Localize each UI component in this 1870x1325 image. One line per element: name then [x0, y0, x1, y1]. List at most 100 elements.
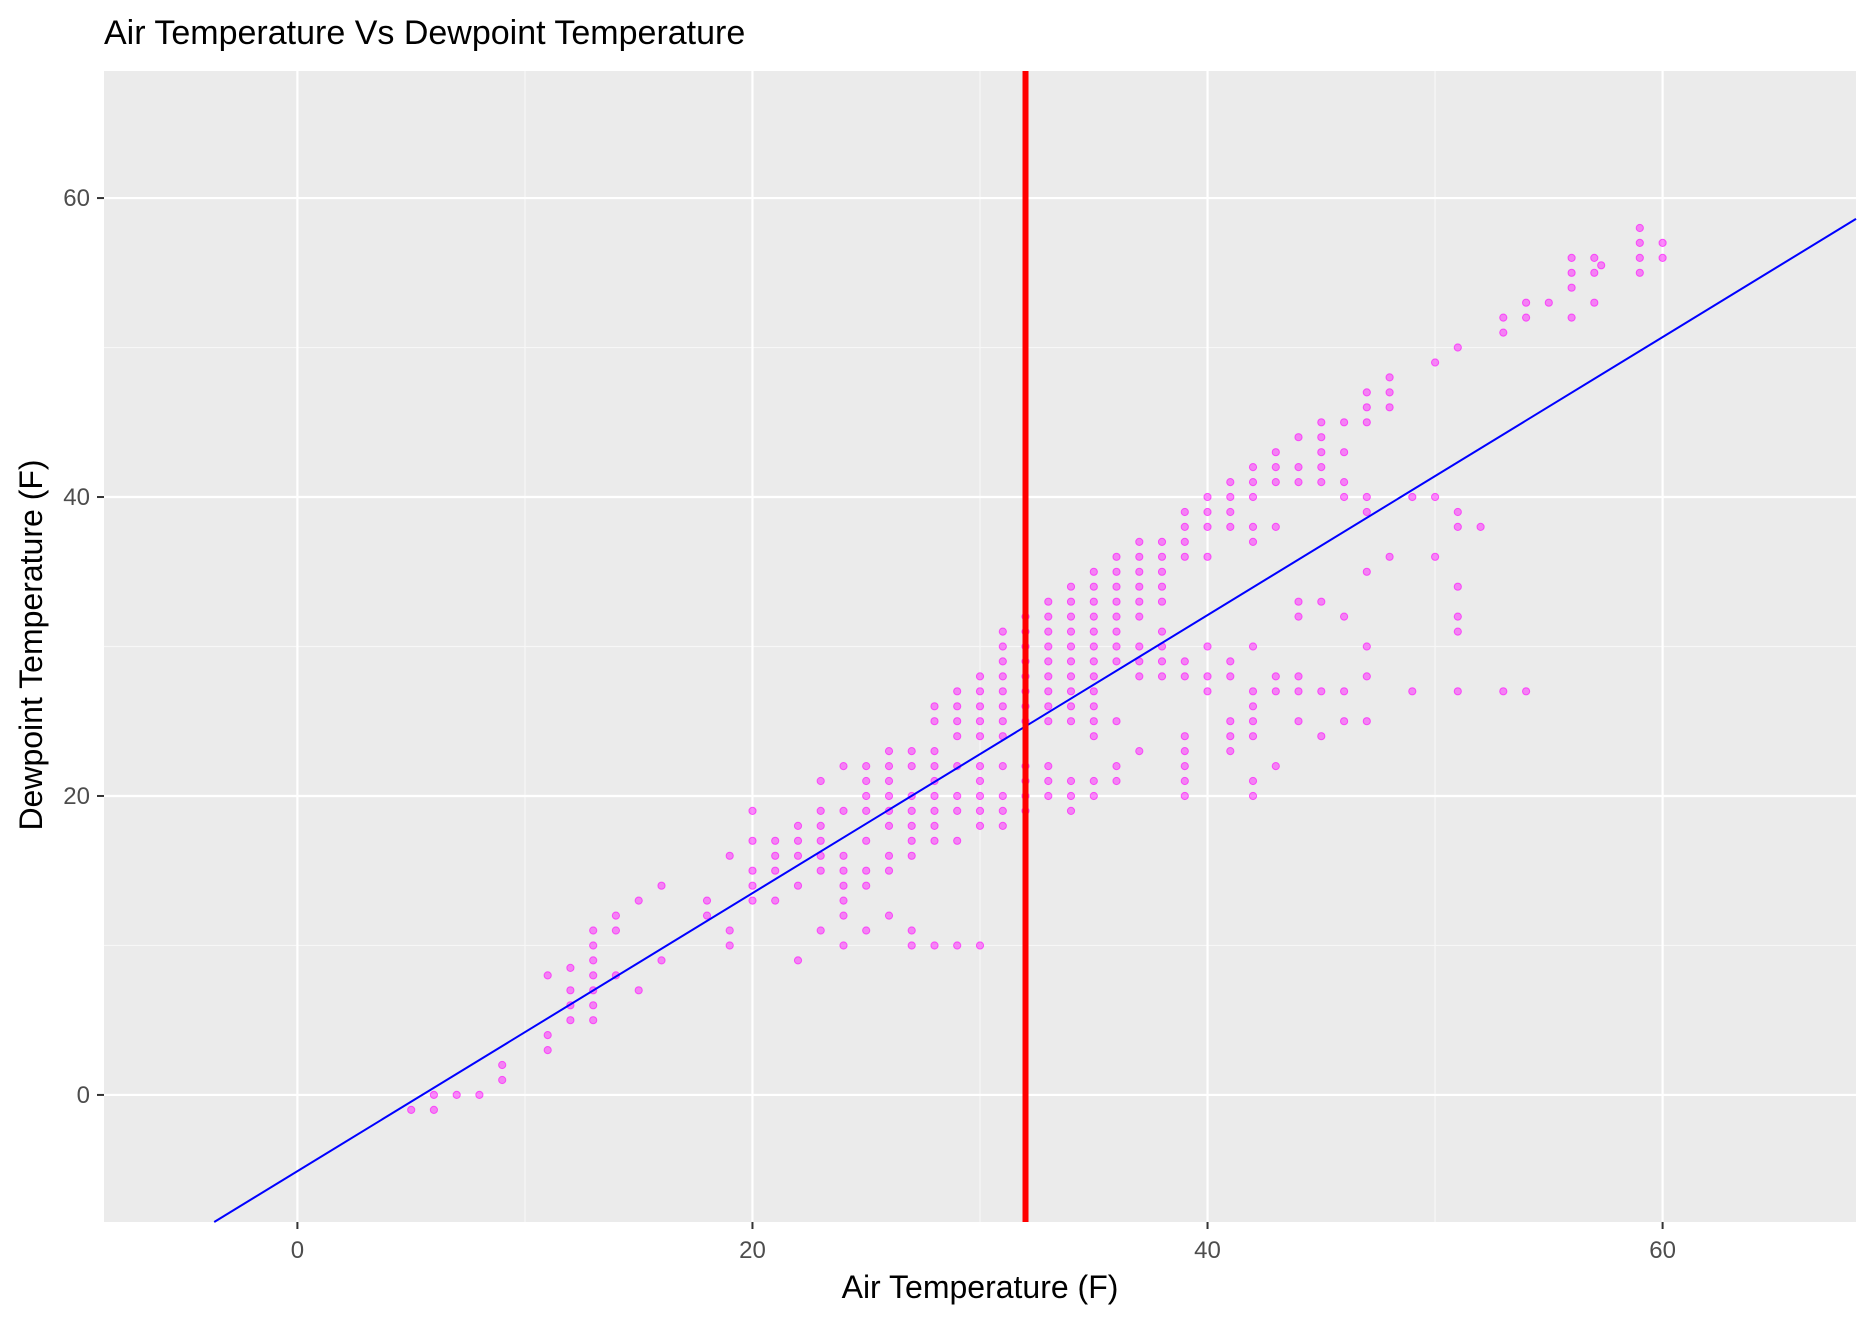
data-point [1180, 537, 1189, 547]
data-point [1408, 492, 1417, 502]
data-point [589, 941, 598, 950]
x-tick-label: 60 [1649, 1237, 1676, 1264]
data-point [1567, 283, 1576, 292]
y-tick-label: 60 [63, 185, 90, 212]
data-point [1226, 732, 1235, 741]
data-point [862, 926, 871, 935]
data-point [611, 911, 621, 920]
data-point [1248, 522, 1258, 532]
data-point [498, 1060, 507, 1070]
data-point [1135, 612, 1144, 621]
data-point [930, 941, 939, 950]
data-point [1226, 478, 1235, 487]
data-point [566, 963, 575, 973]
data-point [1431, 492, 1440, 502]
data-point [953, 791, 962, 801]
data-point [1317, 448, 1326, 457]
data-point [862, 806, 871, 816]
data-point [1157, 567, 1167, 576]
data-point [1362, 567, 1371, 576]
data-point [816, 806, 825, 816]
data-point [975, 821, 985, 831]
data-point [1317, 478, 1326, 487]
data-point [1248, 478, 1258, 487]
y-tick-label: 20 [63, 783, 90, 810]
data-point [816, 821, 825, 831]
data-point [429, 1105, 438, 1115]
data-point [1271, 762, 1280, 771]
data-point [1635, 238, 1644, 247]
data-point [1203, 672, 1212, 681]
data-point [771, 836, 780, 845]
data-point [1567, 253, 1576, 262]
data-point [1226, 717, 1235, 726]
data-point [1089, 612, 1098, 621]
data-point [930, 702, 939, 711]
data-point [1066, 627, 1076, 636]
data-point [907, 747, 916, 756]
data-point [1362, 672, 1371, 681]
data-point [998, 762, 1007, 771]
data-point [1044, 612, 1053, 621]
data-point [862, 762, 871, 771]
data-point [1044, 597, 1053, 606]
data-point [589, 956, 598, 965]
data-point [839, 896, 848, 905]
data-point [998, 627, 1007, 636]
data-point [1294, 612, 1303, 621]
data-point [1180, 762, 1189, 771]
data-point [975, 791, 985, 801]
data-point [884, 851, 894, 860]
data-point [816, 836, 825, 845]
data-point [1044, 762, 1053, 771]
data-point [543, 971, 552, 980]
data-point [1044, 717, 1053, 726]
data-point [1203, 522, 1212, 532]
data-point [1453, 343, 1462, 352]
data-point [862, 776, 871, 786]
data-point [1226, 507, 1235, 517]
data-point [1135, 567, 1144, 576]
data-point [930, 836, 939, 845]
data-point [839, 881, 848, 890]
data-point [793, 881, 803, 890]
data-point [907, 836, 916, 845]
data-point [907, 806, 916, 816]
data-point [975, 717, 985, 726]
data-point [953, 702, 962, 711]
data-point [1294, 433, 1303, 442]
data-point [725, 926, 734, 935]
data-point [702, 896, 712, 905]
data-point [862, 866, 871, 875]
data-point [1066, 702, 1076, 711]
data-point [1248, 702, 1258, 711]
data-point [1044, 642, 1053, 651]
data-point [1135, 552, 1144, 561]
data-point [998, 642, 1007, 651]
data-point [1294, 597, 1303, 606]
data-point [930, 821, 939, 831]
data-point [1089, 687, 1098, 696]
data-point [634, 896, 643, 905]
grid-lines [104, 71, 1856, 1222]
data-point [930, 747, 939, 756]
data-point [1248, 776, 1258, 786]
data-point [1340, 492, 1349, 502]
data-point [475, 1090, 484, 1100]
data-point [1180, 522, 1189, 532]
data-point [1112, 597, 1121, 606]
data-point [1044, 672, 1053, 681]
data-point [1180, 657, 1189, 666]
data-point [1453, 582, 1462, 591]
data-point [1590, 268, 1599, 277]
data-point [1157, 657, 1167, 666]
data-point [1066, 791, 1076, 801]
data-point [1203, 492, 1212, 502]
x-axis-title: Air Temperature (F) [842, 1269, 1119, 1305]
data-point [1248, 791, 1258, 801]
data-point [1385, 388, 1394, 397]
data-point [1362, 418, 1371, 427]
data-point [793, 821, 803, 831]
data-point [1112, 552, 1121, 561]
